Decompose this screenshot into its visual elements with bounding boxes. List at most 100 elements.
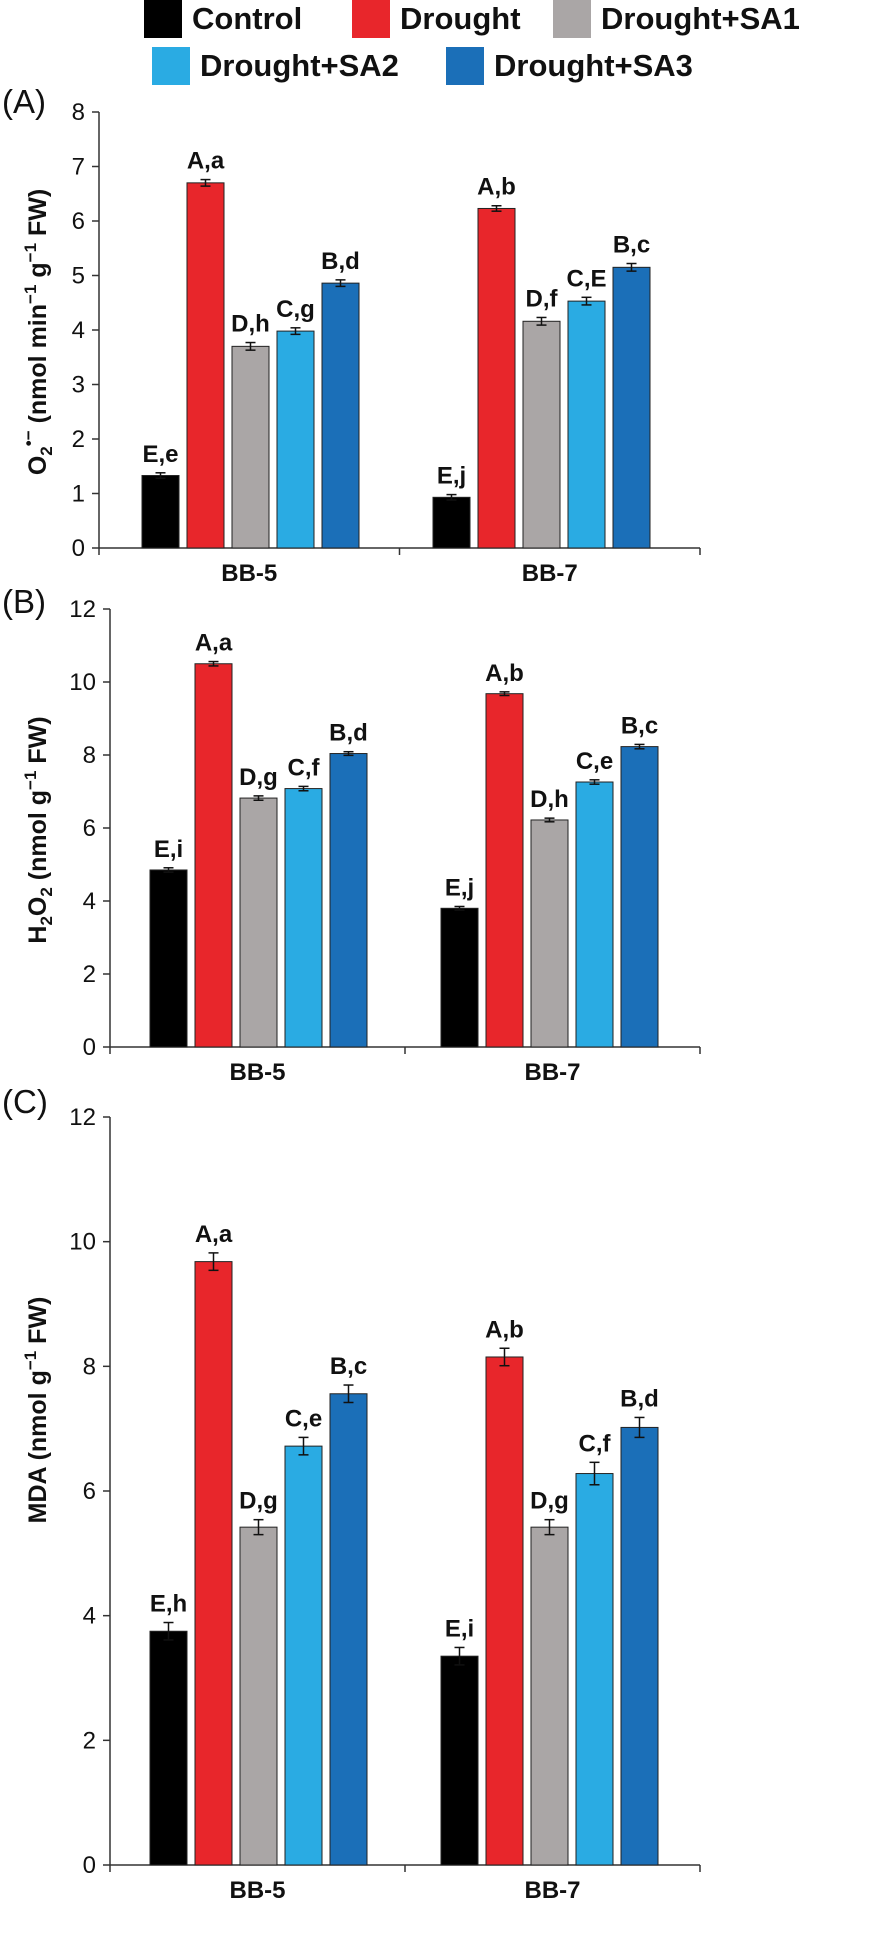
- bar: [149, 869, 188, 1048]
- data-label: E,i: [445, 1615, 474, 1642]
- y-tick-label: 5: [72, 263, 85, 290]
- legend-item-drought: Drought: [352, 0, 521, 38]
- data-label: B,d: [321, 248, 360, 275]
- data-label: D,f: [526, 285, 559, 312]
- data-label: D,g: [530, 1488, 569, 1515]
- data-label: C,e: [285, 1405, 322, 1432]
- legend-label-control: Control: [192, 1, 303, 36]
- bar: [612, 266, 651, 549]
- data-label: B,d: [329, 720, 368, 747]
- legend-item-drought-sa3: Drought+SA3: [446, 47, 693, 85]
- legend-swatch-drought-sa2: [152, 47, 190, 85]
- y-tick-label: 8: [72, 99, 85, 126]
- y-tick-label: 8: [83, 742, 96, 769]
- y-tick-label: 3: [72, 372, 85, 399]
- bar: [321, 282, 360, 549]
- data-label: C,f: [579, 1430, 612, 1457]
- y-tick-label: 12: [69, 1104, 96, 1131]
- bar: [575, 1473, 614, 1866]
- x-tick-label: BB-7: [524, 1877, 580, 1904]
- legend-swatch-drought: [352, 0, 390, 38]
- data-label: B,c: [621, 712, 658, 739]
- legend-label-drought-sa3: Drought+SA3: [494, 48, 693, 83]
- bar: [141, 475, 180, 549]
- y-tick-label: 6: [72, 208, 85, 235]
- y-tick-label: 4: [83, 888, 96, 915]
- data-label: A,b: [485, 660, 524, 687]
- data-label: C,g: [276, 296, 315, 323]
- legend-swatch-control: [144, 0, 182, 38]
- y-tick-label: 7: [72, 154, 85, 181]
- chart-panel-c: (C) MDA (nmol g−1 FW) 0 2 4 6 8 10 12 BB-5 BB-7 E…: [2, 1083, 701, 1904]
- data-label: C,e: [576, 748, 613, 775]
- bar: [239, 1526, 278, 1866]
- bar: [567, 300, 606, 549]
- data-label: E,h: [150, 1591, 187, 1618]
- bar: [194, 1261, 233, 1866]
- y-axis-title-c: MDA (nmol g−1 FW): [21, 1297, 52, 1524]
- data-label: E,j: [437, 463, 466, 490]
- y-axis-title-a: O2•− (nmol min−1 g−1 FW): [19, 189, 56, 475]
- data-label: D,h: [530, 786, 569, 813]
- bar: [186, 182, 225, 549]
- panel-label-a: (A): [2, 83, 46, 120]
- data-label: C,f: [288, 754, 321, 781]
- data-label: A,a: [187, 148, 225, 175]
- y-tick-label: 8: [83, 1353, 96, 1380]
- bar: [239, 797, 278, 1048]
- data-label: C,E: [566, 265, 606, 292]
- y-tick-label: 10: [69, 669, 96, 696]
- chart-panel-a: (A) O2•− (nmol min−1 g−1 FW) 0 1 2 3 4 5 6 7 8 BB…: [2, 83, 701, 587]
- legend-item-drought-sa1: Drought+SA1: [553, 0, 800, 38]
- y-tick-label: 0: [83, 1852, 96, 1879]
- plot-area-c: 0 2 4 6 8 10 12 BB-5 BB-7 E,h E,i A,a A,b D,g D,g C,e C,…: [69, 1104, 701, 1904]
- legend-swatch-drought-sa1: [553, 0, 591, 38]
- bar: [284, 788, 323, 1048]
- bar: [620, 1426, 659, 1866]
- chart-panel-b: (B) H2O2 (nmol g−1 FW) 0 2 4 6 8 10 12 BB-5 BB-7…: [2, 583, 701, 1086]
- data-label: A,b: [477, 174, 516, 201]
- legend-item-control: Control: [144, 0, 302, 38]
- y-tick-label: 0: [83, 1034, 96, 1061]
- y-tick-label: 2: [83, 1727, 96, 1754]
- bar: [530, 819, 569, 1048]
- legend-label-drought-sa1: Drought+SA1: [601, 1, 800, 36]
- legend-swatch-drought-sa3: [446, 47, 484, 85]
- y-tick-label: 6: [83, 815, 96, 842]
- x-tick-label: BB-5: [229, 1059, 285, 1086]
- bar: [284, 1445, 323, 1866]
- y-axis-title-b: H2O2 (nmol g−1 FW): [21, 716, 56, 943]
- y-tick-label: 1: [72, 481, 85, 508]
- bar: [231, 345, 270, 549]
- x-tick-label: BB-5: [229, 1877, 285, 1904]
- bar: [522, 320, 561, 549]
- data-label: A,a: [195, 1221, 233, 1248]
- data-label: B,d: [620, 1385, 659, 1412]
- y-tick-label: 0: [72, 535, 85, 562]
- data-label: B,c: [330, 1353, 367, 1380]
- x-tick-label: BB-7: [522, 560, 578, 587]
- legend-label-drought-sa2: Drought+SA2: [200, 48, 399, 83]
- bar: [329, 753, 368, 1048]
- data-label: E,i: [154, 836, 183, 863]
- bar: [575, 781, 614, 1048]
- y-tick-label: 4: [83, 1603, 96, 1630]
- legend: Control Drought Drought+SA1 Drought+SA2 …: [0, 0, 871, 120]
- data-label: D,g: [239, 1488, 278, 1515]
- y-tick-label: 4: [72, 317, 85, 344]
- bar: [329, 1393, 368, 1866]
- bar: [276, 330, 315, 549]
- bar: [620, 746, 659, 1048]
- data-label: E,e: [142, 441, 178, 468]
- legend-label-drought: Drought: [400, 1, 521, 36]
- panel-label-c: (C): [2, 1083, 48, 1120]
- legend-item-drought-sa2: Drought+SA2: [152, 47, 399, 85]
- panel-label-b: (B): [2, 583, 46, 620]
- bar: [440, 1655, 479, 1866]
- x-tick-label: BB-5: [221, 560, 277, 587]
- data-label: E,j: [445, 874, 474, 901]
- y-tick-label: 2: [72, 426, 85, 453]
- bar: [530, 1526, 569, 1866]
- plot-area-b: 0 2 4 6 8 10 12 BB-5 BB-7 E,i E,j A,a A,b D,g D,h C,f C,…: [69, 596, 701, 1086]
- y-tick-label: 2: [83, 961, 96, 988]
